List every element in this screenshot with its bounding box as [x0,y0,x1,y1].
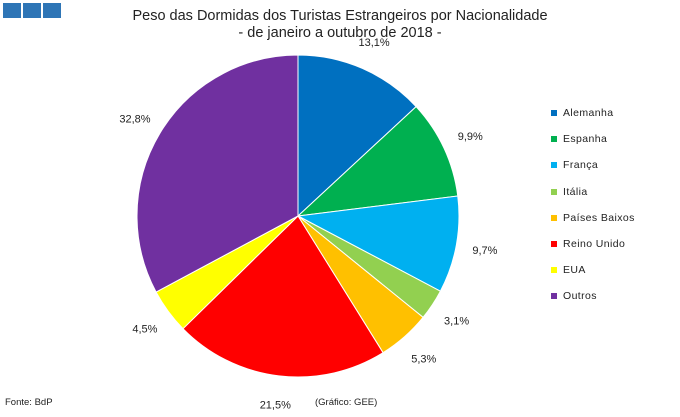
pie-slice-5 [182,215,384,378]
pie-slice-0 [297,54,417,218]
pie-slice-7 [136,54,299,293]
credit-note: (Gráfico: GEE) [315,397,378,408]
chart-title: Peso das Dormidas dos Turistas Estrangei… [132,8,548,24]
legend-item: Países Baixos [551,205,635,231]
legend-label: Espanha [563,133,608,146]
legend-swatch [551,241,557,248]
legend-swatch [551,110,557,117]
legend-item: Reino Unido [551,231,635,257]
pie-slice-1 [296,105,459,217]
chart-legend: Alemanha Espanha França Itália Países Baixos… [551,100,635,310]
legend-swatch [551,214,557,221]
slice-data-label: 32,8% [119,113,150,125]
legend-swatch [551,293,557,300]
slice-data-label: 9,9% [458,131,483,143]
legend-item: Espanha [551,126,635,152]
legend-item: Outros [551,283,635,309]
legend-item: França [551,152,635,178]
slice-data-label: 5,3% [411,353,436,365]
slice-data-label: 3,1% [444,316,469,328]
slice-data-label: 13,1% [358,37,389,49]
legend-item: EUA [551,257,635,283]
legend-label: Reino Unido [563,238,626,251]
legend-swatch [551,162,557,169]
logo [3,3,61,18]
legend-swatch [551,136,557,143]
slice-data-label: 21,5% [260,400,291,412]
legend-label: Outros [563,290,597,303]
legend-item: Alemanha [551,100,635,126]
source-note: Fonte: BdP [5,397,53,408]
legend-swatch [551,267,557,274]
legend-label: Países Baixos [563,211,635,224]
legend-swatch [551,188,557,195]
legend-label: Itália [563,185,588,198]
pie-slice-2 [296,195,460,292]
slice-data-label: 4,5% [132,324,157,336]
legend-label: França [563,159,599,172]
legend-label: Alemanha [563,107,614,120]
chart-subtitle: - de janeiro a outubro de 2018 - [238,25,442,41]
legend-item: Itália [551,179,635,205]
slice-data-label: 9,7% [472,245,497,257]
legend-label: EUA [563,264,586,277]
